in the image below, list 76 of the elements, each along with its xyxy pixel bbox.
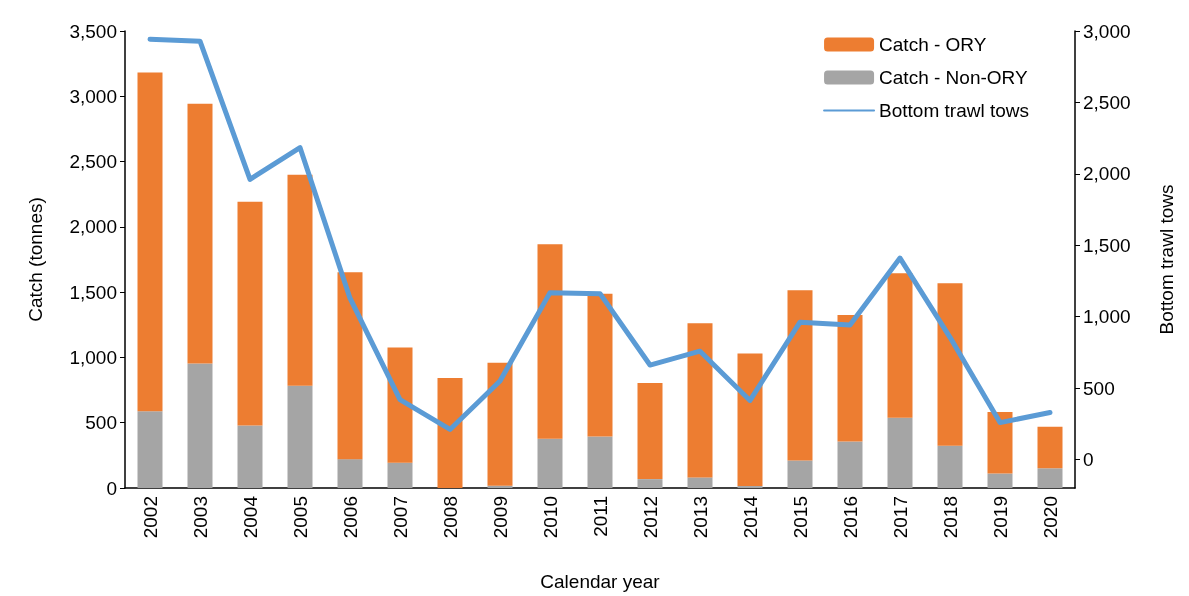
bar (337, 272, 363, 460)
x-tick-label: 2017 (889, 496, 911, 539)
y2-tick-label: 0 (1083, 448, 1094, 470)
x-axis-title: Calendar year (540, 571, 661, 592)
y-tick-label: 1,000 (69, 346, 117, 368)
bar (787, 460, 813, 488)
bar (287, 385, 313, 488)
y2-tick-label: 2,500 (1083, 91, 1131, 113)
bar (187, 363, 213, 488)
x-tick-label: 2006 (339, 496, 361, 539)
y-tick-label: 2,500 (69, 151, 117, 173)
y-tick-label: 3,000 (69, 85, 117, 107)
bar (287, 174, 313, 386)
bar (387, 462, 413, 488)
y-tick-label: 3,500 (69, 20, 117, 42)
bar (487, 362, 513, 486)
bar (1037, 426, 1063, 469)
bar (437, 378, 463, 488)
y2-axis-title: Bottom trawl tows (1156, 184, 1177, 335)
bar (987, 473, 1013, 488)
x-tick-label: 2011 (589, 496, 611, 537)
bar (687, 323, 713, 478)
x-tick-label: 2016 (839, 496, 861, 539)
bar (1037, 468, 1063, 488)
y-tick-label: 0 (106, 477, 117, 499)
legend-label: Catch - Non-ORY (879, 67, 1028, 88)
y2-tick-label: 2,000 (1083, 163, 1131, 185)
y-axis-title: Catch (tonnes) (25, 197, 46, 322)
bar (787, 290, 813, 461)
bar (637, 479, 663, 488)
bar (587, 436, 613, 488)
bar (887, 417, 913, 488)
bar (337, 459, 363, 488)
y-tick-label: 500 (85, 412, 117, 434)
x-tick-label: 2020 (1039, 496, 1061, 539)
x-tick-label: 2014 (739, 495, 761, 539)
y2-tick-label: 1,000 (1083, 306, 1131, 328)
x-tick-label: 2012 (639, 496, 661, 539)
bar (537, 244, 563, 439)
bar (487, 485, 513, 488)
bar (837, 314, 863, 442)
y2-tick-label: 1,500 (1083, 234, 1131, 256)
bar (137, 72, 163, 412)
y-tick-label: 1,500 (69, 281, 117, 303)
legend-label: Bottom trawl tows (879, 100, 1030, 121)
x-tick-label: 2004 (239, 495, 261, 539)
bar (937, 283, 963, 446)
x-tick-label: 2002 (139, 496, 161, 539)
x-tick-label: 2019 (989, 496, 1011, 539)
x-tick-label: 2018 (939, 496, 961, 539)
x-tick-label: 2005 (289, 496, 311, 539)
x-tick-label: 2013 (689, 496, 711, 539)
x-tick-label: 2015 (789, 496, 811, 539)
x-tick-label: 2007 (389, 496, 411, 539)
x-tick-label: 2010 (539, 496, 561, 539)
bar (737, 353, 763, 487)
bar (237, 425, 263, 488)
bar (237, 201, 263, 426)
bar (137, 411, 163, 488)
bar (537, 438, 563, 488)
bar (687, 477, 713, 488)
bar (187, 103, 213, 364)
x-tick-label: 2008 (439, 496, 461, 539)
bar (587, 293, 613, 437)
y-tick-label: 2,000 (69, 216, 117, 238)
bar (387, 347, 413, 463)
bar (637, 382, 663, 480)
legend-label: Catch - ORY (879, 34, 987, 55)
bar (837, 441, 863, 488)
y2-tick-label: 500 (1083, 377, 1115, 399)
x-tick-label: 2009 (489, 496, 511, 539)
y2-tick-label: 3,000 (1083, 20, 1131, 42)
bar (987, 411, 1013, 474)
bar (887, 273, 913, 418)
bar (937, 445, 963, 488)
x-tick-label: 2003 (189, 496, 211, 539)
